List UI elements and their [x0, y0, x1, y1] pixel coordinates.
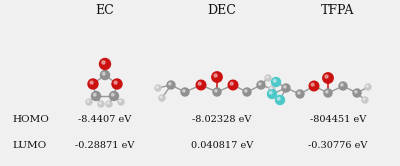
Circle shape — [183, 90, 185, 92]
Circle shape — [102, 61, 105, 64]
Circle shape — [339, 82, 347, 90]
Circle shape — [298, 92, 300, 94]
Circle shape — [213, 88, 221, 96]
Circle shape — [90, 81, 93, 84]
Circle shape — [86, 99, 92, 105]
Circle shape — [365, 84, 371, 90]
Circle shape — [93, 93, 96, 96]
Text: HOMO: HOMO — [12, 116, 49, 124]
Text: -8.02328 eV: -8.02328 eV — [192, 116, 252, 124]
Circle shape — [155, 85, 161, 91]
Circle shape — [326, 91, 328, 93]
Circle shape — [273, 79, 276, 82]
Circle shape — [214, 74, 217, 77]
Circle shape — [98, 101, 104, 107]
Circle shape — [88, 79, 98, 89]
Circle shape — [311, 83, 314, 86]
Circle shape — [110, 91, 118, 100]
Circle shape — [324, 89, 332, 97]
Circle shape — [99, 102, 101, 104]
Circle shape — [284, 86, 286, 88]
Circle shape — [118, 99, 124, 105]
Circle shape — [100, 71, 110, 80]
Circle shape — [265, 75, 271, 81]
Circle shape — [102, 72, 105, 75]
Circle shape — [119, 100, 121, 102]
Text: TFPA: TFPA — [321, 4, 355, 17]
Circle shape — [106, 101, 112, 107]
Circle shape — [282, 84, 290, 92]
Text: EC: EC — [96, 4, 114, 17]
Circle shape — [259, 83, 261, 85]
Circle shape — [277, 97, 280, 100]
Text: 0.040817 eV: 0.040817 eV — [191, 141, 253, 151]
Circle shape — [272, 78, 280, 86]
Text: LUMO: LUMO — [12, 141, 46, 151]
Circle shape — [341, 84, 343, 86]
Circle shape — [230, 82, 233, 85]
Text: -804451 eV: -804451 eV — [310, 116, 366, 124]
Circle shape — [362, 97, 368, 103]
Circle shape — [159, 95, 165, 101]
Circle shape — [269, 91, 272, 94]
Circle shape — [243, 88, 251, 96]
Circle shape — [212, 72, 222, 82]
Circle shape — [169, 83, 171, 85]
Circle shape — [114, 81, 117, 84]
Text: DEC: DEC — [208, 4, 236, 17]
Text: -0.30776 eV: -0.30776 eV — [308, 141, 368, 151]
Circle shape — [309, 81, 319, 91]
Circle shape — [269, 86, 275, 92]
Circle shape — [156, 86, 158, 88]
Circle shape — [353, 89, 361, 97]
Circle shape — [215, 90, 217, 92]
Circle shape — [276, 95, 284, 105]
Circle shape — [363, 98, 365, 100]
Text: -8.4407 eV: -8.4407 eV — [78, 116, 132, 124]
Circle shape — [355, 91, 357, 93]
Circle shape — [323, 73, 333, 83]
Circle shape — [196, 80, 206, 90]
Circle shape — [198, 82, 201, 85]
Circle shape — [100, 58, 110, 70]
Circle shape — [366, 85, 368, 87]
Circle shape — [111, 93, 114, 96]
Text: -0.28871 eV: -0.28871 eV — [75, 141, 135, 151]
Circle shape — [107, 102, 109, 104]
Circle shape — [92, 91, 100, 100]
Circle shape — [296, 90, 304, 98]
Circle shape — [167, 81, 175, 89]
Circle shape — [181, 88, 189, 96]
Circle shape — [245, 90, 247, 92]
Circle shape — [270, 87, 272, 89]
Circle shape — [112, 79, 122, 89]
Circle shape — [325, 75, 328, 78]
Circle shape — [257, 81, 265, 89]
Circle shape — [87, 100, 89, 102]
Circle shape — [228, 80, 238, 90]
Circle shape — [160, 96, 162, 98]
Circle shape — [268, 89, 276, 98]
Circle shape — [266, 76, 268, 78]
